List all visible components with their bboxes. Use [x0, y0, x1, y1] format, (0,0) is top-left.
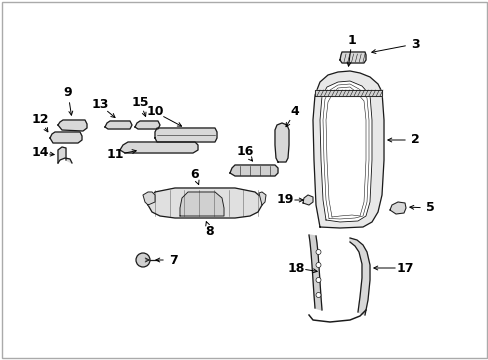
- Text: 10: 10: [146, 105, 163, 118]
- Text: 1: 1: [347, 33, 356, 46]
- Polygon shape: [105, 121, 132, 129]
- Polygon shape: [274, 123, 288, 162]
- Text: 4: 4: [290, 105, 299, 118]
- Polygon shape: [319, 81, 371, 222]
- Polygon shape: [58, 147, 72, 163]
- Text: 5: 5: [425, 202, 433, 215]
- Circle shape: [315, 249, 320, 255]
- Polygon shape: [155, 128, 217, 142]
- Polygon shape: [259, 192, 265, 205]
- Circle shape: [315, 292, 320, 297]
- Polygon shape: [50, 132, 82, 143]
- Text: 11: 11: [106, 148, 123, 162]
- Circle shape: [315, 262, 320, 267]
- Polygon shape: [303, 195, 312, 205]
- Text: 13: 13: [91, 99, 108, 112]
- Polygon shape: [142, 192, 155, 205]
- Text: 12: 12: [31, 113, 49, 126]
- Text: 17: 17: [395, 261, 413, 274]
- Polygon shape: [58, 120, 87, 131]
- Text: 3: 3: [410, 37, 418, 50]
- Circle shape: [136, 253, 150, 267]
- Polygon shape: [180, 192, 224, 216]
- Text: 8: 8: [205, 225, 214, 238]
- Text: 2: 2: [410, 134, 419, 147]
- Polygon shape: [135, 121, 160, 129]
- Text: 19: 19: [276, 193, 293, 207]
- Text: 18: 18: [287, 261, 304, 274]
- Polygon shape: [312, 71, 383, 228]
- Polygon shape: [120, 142, 198, 153]
- Text: 7: 7: [168, 253, 177, 266]
- Polygon shape: [308, 235, 321, 310]
- Polygon shape: [229, 165, 278, 176]
- Polygon shape: [314, 90, 381, 96]
- Text: 6: 6: [190, 168, 199, 181]
- Circle shape: [315, 278, 320, 283]
- Text: 15: 15: [131, 95, 148, 108]
- Polygon shape: [148, 188, 262, 218]
- Text: 9: 9: [63, 86, 72, 99]
- Text: 16: 16: [236, 145, 253, 158]
- Polygon shape: [339, 52, 365, 63]
- Polygon shape: [349, 238, 369, 315]
- Polygon shape: [389, 202, 405, 214]
- Text: 14: 14: [31, 147, 49, 159]
